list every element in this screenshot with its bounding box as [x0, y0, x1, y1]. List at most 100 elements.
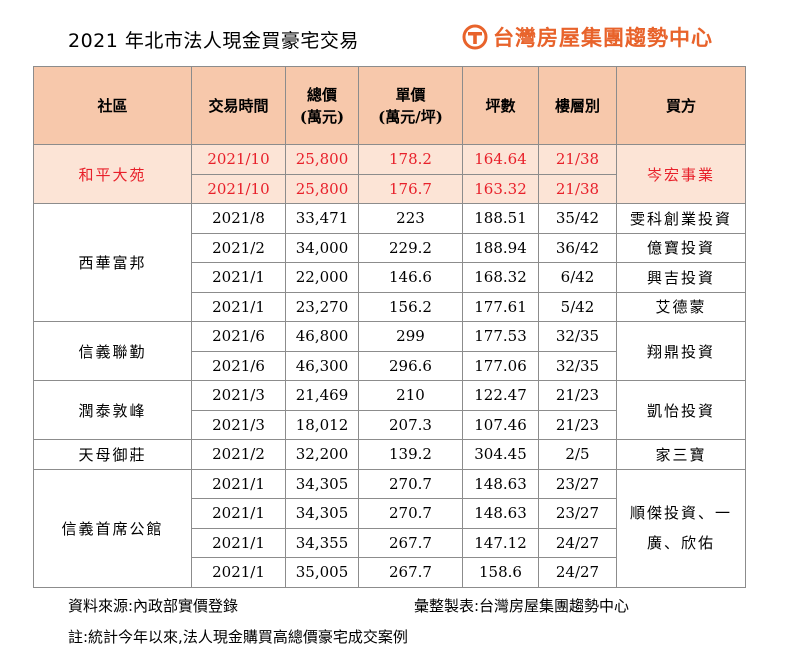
total-cell: 34,355 — [285, 527, 359, 558]
header-area: 坪數 — [462, 66, 539, 145]
buyer-cell: 億寶投資 — [616, 232, 746, 263]
header-total-line1: 總價 — [306, 85, 337, 104]
brand: 台灣房屋集團趨勢中心 — [462, 22, 713, 52]
date-cell: 2021/1 — [191, 468, 286, 499]
unit-cell: 299 — [358, 321, 463, 352]
total-cell: 34,305 — [285, 498, 359, 529]
total-cell: 33,471 — [285, 203, 359, 234]
brand-name: 台灣房屋集團趨勢中心 — [493, 26, 713, 50]
header-total-line2: (萬元) — [299, 107, 345, 126]
total-cell: 22,000 — [285, 262, 359, 293]
header-community: 社區 — [33, 66, 192, 145]
unit-cell: 223 — [358, 203, 463, 234]
date-cell: 2021/1 — [191, 498, 286, 529]
header-date: 交易時間 — [191, 66, 286, 145]
date-cell: 2021/1 — [191, 527, 286, 558]
floor-cell: 21/38 — [538, 144, 617, 175]
transactions-table: 社區 交易時間 總價 (萬元) 單價 (萬元/坪) 坪數 樓層別 買方 和平大苑 2… — [33, 66, 746, 588]
date-cell: 2021/10 — [191, 173, 286, 204]
date-cell: 2021/1 — [191, 262, 286, 293]
unit-cell: 270.7 — [358, 498, 463, 529]
date-cell: 2021/3 — [191, 380, 286, 411]
total-cell: 34,305 — [285, 468, 359, 499]
floor-cell: 24/27 — [538, 557, 617, 588]
floor-cell: 21/38 — [538, 173, 617, 204]
unit-cell: 178.2 — [358, 144, 463, 175]
floor-cell: 32/35 — [538, 350, 617, 381]
area-cell: 177.53 — [462, 321, 539, 352]
unit-cell: 176.7 — [358, 173, 463, 204]
unit-cell: 270.7 — [358, 468, 463, 499]
buyer-cell: 家三寶 — [616, 439, 746, 470]
total-cell: 35,005 — [285, 557, 359, 588]
community-cell: 西華富邦 — [33, 203, 192, 322]
table-row: 潤泰敦峰 2021/3 21,469 210 122.47 21/23 凱怡投資 — [33, 380, 746, 440]
header-unit-line2: (萬元/坪) — [378, 107, 443, 126]
buyer-cell: 翔鼎投資 — [616, 321, 746, 381]
date-cell: 2021/1 — [191, 557, 286, 588]
buyer-line2: 廣、欣佑 — [646, 534, 715, 552]
table-header-row: 社區 交易時間 總價 (萬元) 單價 (萬元/坪) 坪數 樓層別 買方 — [33, 66, 746, 145]
header-total: 總價 (萬元) — [285, 66, 359, 145]
floor-cell: 21/23 — [538, 409, 617, 440]
header-unit: 單價 (萬元/坪) — [358, 66, 463, 145]
community-cell: 天母御莊 — [33, 439, 192, 470]
area-cell: 147.12 — [462, 527, 539, 558]
table-row: 2021/2 34,000 229.2 188.94 36/42 億寶投資 — [34, 232, 746, 263]
table-row: 2021/1 34,355 267.7 147.12 24/27 — [34, 527, 746, 558]
date-cell: 2021/6 — [191, 350, 286, 381]
date-cell: 2021/1 — [191, 291, 286, 322]
table-row: 2021/10 25,800 176.7 163.32 21/38 — [34, 173, 746, 204]
area-cell: 158.6 — [462, 557, 539, 588]
area-cell: 177.06 — [462, 350, 539, 381]
unit-cell: 229.2 — [358, 232, 463, 263]
floor-cell: 23/27 — [538, 498, 617, 529]
community-cell: 和平大苑 — [33, 144, 192, 204]
floor-cell: 2/5 — [538, 439, 617, 470]
date-cell: 2021/3 — [191, 409, 286, 440]
floor-cell: 23/27 — [538, 468, 617, 499]
table-row: 和平大苑 2021/10 25,800 178.2 164.64 21/38 岑… — [33, 144, 746, 204]
brand-logo-icon — [462, 24, 488, 50]
table-row: 2021/1 34,305 270.7 148.63 23/27 — [34, 498, 746, 529]
buyer-cell: 艾德蒙 — [616, 291, 746, 322]
header-floor: 樓層別 — [538, 66, 617, 145]
total-cell: 32,200 — [285, 439, 359, 470]
community-cell: 信義聯勤 — [33, 321, 192, 381]
unit-cell: 139.2 — [358, 439, 463, 470]
table-row: 信義首席公館 2021/1 34,305 270.7 148.63 23/27 … — [33, 468, 746, 588]
header-buyer: 買方 — [616, 66, 746, 145]
buyer-cell: 雯科創業投資 — [616, 203, 746, 234]
table-row: 2021/1 35,005 267.7 158.6 24/27 — [34, 557, 746, 588]
floor-cell: 35/42 — [538, 203, 617, 234]
date-cell: 2021/8 — [191, 203, 286, 234]
date-cell: 2021/2 — [191, 232, 286, 263]
area-cell: 177.61 — [462, 291, 539, 322]
area-cell: 148.63 — [462, 498, 539, 529]
buyer-cell: 順傑投資、一 廣、欣佑 — [616, 468, 746, 588]
total-cell: 25,800 — [285, 144, 359, 175]
community-cell: 潤泰敦峰 — [33, 380, 192, 440]
floor-cell: 21/23 — [538, 380, 617, 411]
total-cell: 46,300 — [285, 350, 359, 381]
total-cell: 34,000 — [285, 232, 359, 263]
area-cell: 163.32 — [462, 173, 539, 204]
buyer-line1: 順傑投資、一 — [629, 504, 732, 522]
buyer-cell: 岑宏事業 — [616, 144, 746, 204]
unit-cell: 146.6 — [358, 262, 463, 293]
footer-compiled: 彙整製表:台灣房屋集團趨勢中心 — [414, 597, 630, 615]
floor-cell: 36/42 — [538, 232, 617, 263]
date-cell: 2021/6 — [191, 321, 286, 352]
total-cell: 18,012 — [285, 409, 359, 440]
date-cell: 2021/2 — [191, 439, 286, 470]
area-cell: 304.45 — [462, 439, 539, 470]
total-cell: 46,800 — [285, 321, 359, 352]
unit-cell: 296.6 — [358, 350, 463, 381]
unit-cell: 267.7 — [358, 557, 463, 588]
table-row: 信義聯勤 2021/6 46,800 299 177.53 32/35 翔鼎投資 — [33, 321, 746, 381]
table-row: 西華富邦 2021/8 33,471 223 188.51 35/42 雯科創業… — [33, 203, 746, 322]
unit-cell: 210 — [358, 380, 463, 411]
footer-note: 註:統計今年以來,法人現金購買高總價豪宅成交案例 — [68, 628, 408, 646]
header-unit-line1: 單價 — [395, 85, 426, 104]
footer-source: 資料來源:內政部實價登錄 — [68, 597, 239, 615]
